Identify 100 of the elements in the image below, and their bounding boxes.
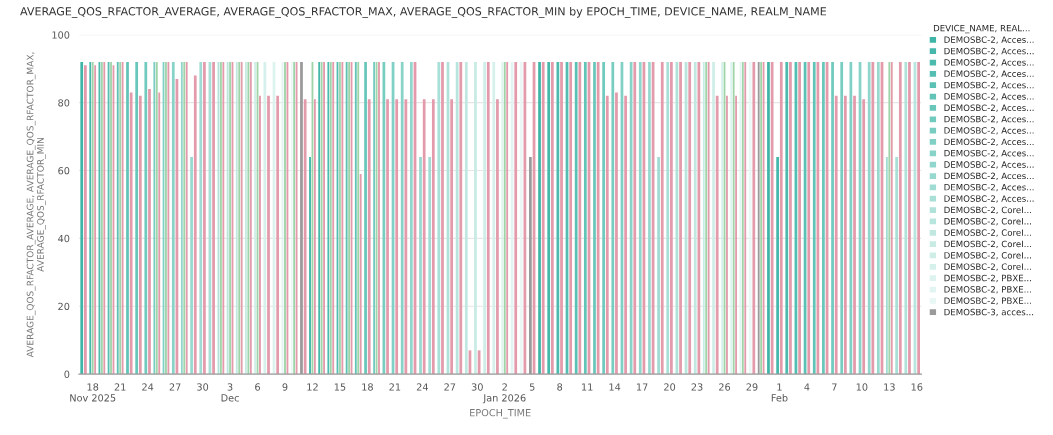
bar bbox=[450, 99, 454, 375]
legend-label: DEMOSBC-2, Acces... bbox=[944, 183, 1034, 192]
bar bbox=[514, 61, 518, 375]
x-tick-label: 18 Nov 2025 bbox=[70, 383, 116, 402]
bar bbox=[752, 61, 756, 375]
x-tick-label: 9 bbox=[282, 383, 288, 391]
bar bbox=[876, 61, 880, 375]
chart-title: AVERAGE_QOS_RFACTOR_AVERAGE, AVERAGE_QOS_RFACTOR_MAX, AVERAGE_QOS_RFACTOR_MIN by EPOCH_TIME, DEVICE_NAME, REALM_NAME bbox=[20, 6, 827, 18]
x-tick-label: 27 bbox=[169, 383, 181, 391]
bar bbox=[364, 61, 367, 375]
bar bbox=[135, 61, 139, 375]
x-tick-label: 20 bbox=[664, 383, 676, 391]
bar bbox=[867, 61, 871, 375]
x-tick-label: 24 bbox=[142, 383, 154, 391]
legend-label: DEMOSBC-2, Acces... bbox=[944, 127, 1034, 135]
bar bbox=[789, 61, 792, 375]
bar bbox=[367, 99, 371, 375]
bar bbox=[679, 61, 682, 375]
bar bbox=[84, 65, 87, 375]
bar bbox=[697, 61, 701, 375]
bar bbox=[583, 61, 587, 375]
x-tick-label: 27 bbox=[444, 383, 456, 391]
x-tick-label: 30 bbox=[471, 383, 483, 391]
x-tick-label: 21 bbox=[389, 383, 401, 391]
bar bbox=[596, 61, 600, 375]
bar bbox=[633, 61, 637, 375]
bar bbox=[422, 99, 426, 375]
bar bbox=[547, 61, 551, 375]
bar bbox=[917, 61, 920, 375]
y-tick-label: 0 bbox=[64, 370, 70, 378]
legend-title: DEVICE_NAME, REAL... bbox=[933, 24, 1030, 34]
x-tick-label: 29 bbox=[746, 383, 758, 391]
bar bbox=[419, 156, 422, 375]
bar bbox=[908, 61, 911, 375]
bar bbox=[615, 92, 618, 375]
bar bbox=[199, 61, 203, 375]
bar bbox=[812, 61, 816, 375]
bar bbox=[129, 92, 133, 375]
x-tick-label: 18 bbox=[362, 383, 373, 391]
bar bbox=[276, 95, 280, 375]
bar bbox=[190, 156, 193, 375]
bar bbox=[80, 61, 84, 375]
legend-label: DEMOSBC-2, Acces... bbox=[944, 81, 1034, 90]
legend-label: DEMOSBC-2, CoreI... bbox=[944, 218, 1031, 226]
x-tick-label: 15 bbox=[334, 383, 346, 391]
bar bbox=[898, 61, 902, 375]
legend-label: DEMOSBC-2, Acces... bbox=[944, 172, 1034, 180]
bar bbox=[560, 61, 563, 375]
bar bbox=[203, 61, 206, 375]
x-tick-label: 5 bbox=[529, 383, 535, 391]
bar bbox=[688, 61, 692, 375]
bar bbox=[171, 61, 175, 375]
bar bbox=[431, 99, 435, 375]
bar bbox=[779, 61, 783, 375]
bar bbox=[556, 61, 560, 375]
bar bbox=[578, 61, 582, 375]
y-tick-label: 40 bbox=[58, 234, 70, 243]
bar bbox=[263, 61, 267, 375]
bar bbox=[437, 61, 441, 375]
bar bbox=[574, 61, 578, 375]
legend-label: DEMOSBC-2, Acces... bbox=[944, 36, 1034, 44]
bar bbox=[611, 61, 615, 375]
bar bbox=[822, 61, 825, 375]
legend-label: DEMOSBC-2, Acces... bbox=[944, 47, 1034, 56]
bar bbox=[853, 95, 856, 375]
bar bbox=[400, 61, 404, 375]
bar bbox=[849, 61, 853, 375]
bar bbox=[657, 156, 660, 375]
bar bbox=[871, 61, 875, 375]
legend-label: DEMOSBC-2, PBXE... bbox=[944, 297, 1031, 305]
x-tick-label: 6 bbox=[255, 383, 261, 391]
legend-label: DEMOSBC-2, Acces... bbox=[944, 70, 1034, 78]
bar bbox=[496, 99, 499, 375]
x-axis-title: EPOCH_TIME bbox=[470, 408, 531, 419]
x-tick-label: 23 bbox=[691, 383, 703, 391]
x-tick-label: 3 Dec bbox=[221, 383, 239, 402]
bar bbox=[303, 99, 307, 375]
legend-label: DEMOSBC-2, CoreI... bbox=[944, 206, 1031, 215]
bar bbox=[409, 61, 413, 375]
legend-label: DEMOSBC-2, Acces... bbox=[944, 93, 1034, 101]
bar bbox=[602, 61, 606, 375]
legend-label: DEMOSBC-2, CoreI... bbox=[944, 252, 1031, 260]
bar bbox=[862, 99, 866, 375]
bar bbox=[712, 61, 715, 375]
bar bbox=[904, 61, 908, 375]
y-tick-label: 80 bbox=[58, 99, 70, 107]
x-tick-label: 17 bbox=[636, 383, 648, 391]
bar bbox=[798, 61, 801, 375]
bar bbox=[144, 61, 148, 375]
bar bbox=[267, 95, 270, 375]
x-tick-label: 2 Jan 2026 bbox=[482, 383, 526, 404]
bar bbox=[660, 61, 664, 375]
bar bbox=[895, 156, 899, 375]
bar bbox=[648, 61, 651, 375]
bar bbox=[459, 61, 463, 375]
bar bbox=[666, 61, 670, 375]
bar bbox=[831, 61, 834, 375]
bar bbox=[404, 99, 408, 375]
bar bbox=[483, 61, 486, 375]
bar bbox=[486, 61, 490, 375]
